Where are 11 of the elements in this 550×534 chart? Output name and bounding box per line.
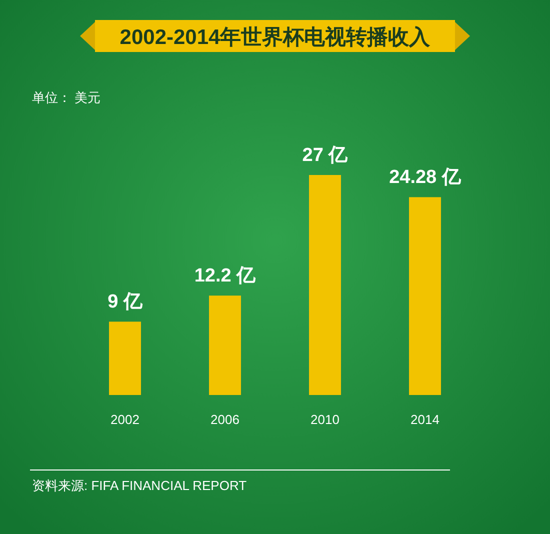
data-label: 24.28 亿 bbox=[389, 167, 462, 188]
x-tick-label: 2014 bbox=[410, 412, 440, 427]
data-label: 9 亿 bbox=[108, 292, 144, 313]
data-label: 12.2 亿 bbox=[194, 266, 257, 287]
x-tick-label: 2010 bbox=[310, 412, 340, 427]
data-label: 27 亿 bbox=[302, 145, 349, 166]
chart-subtitle: 单位： 美元 bbox=[32, 90, 101, 105]
chart-title: 2002-2014年世界杯电视转播收入 bbox=[120, 25, 432, 49]
x-tick-label: 2006 bbox=[210, 412, 240, 427]
x-tick-label: 2002 bbox=[110, 412, 140, 427]
text: 资料来源: FIFA FINANCIAL REPORT bbox=[32, 478, 247, 493]
